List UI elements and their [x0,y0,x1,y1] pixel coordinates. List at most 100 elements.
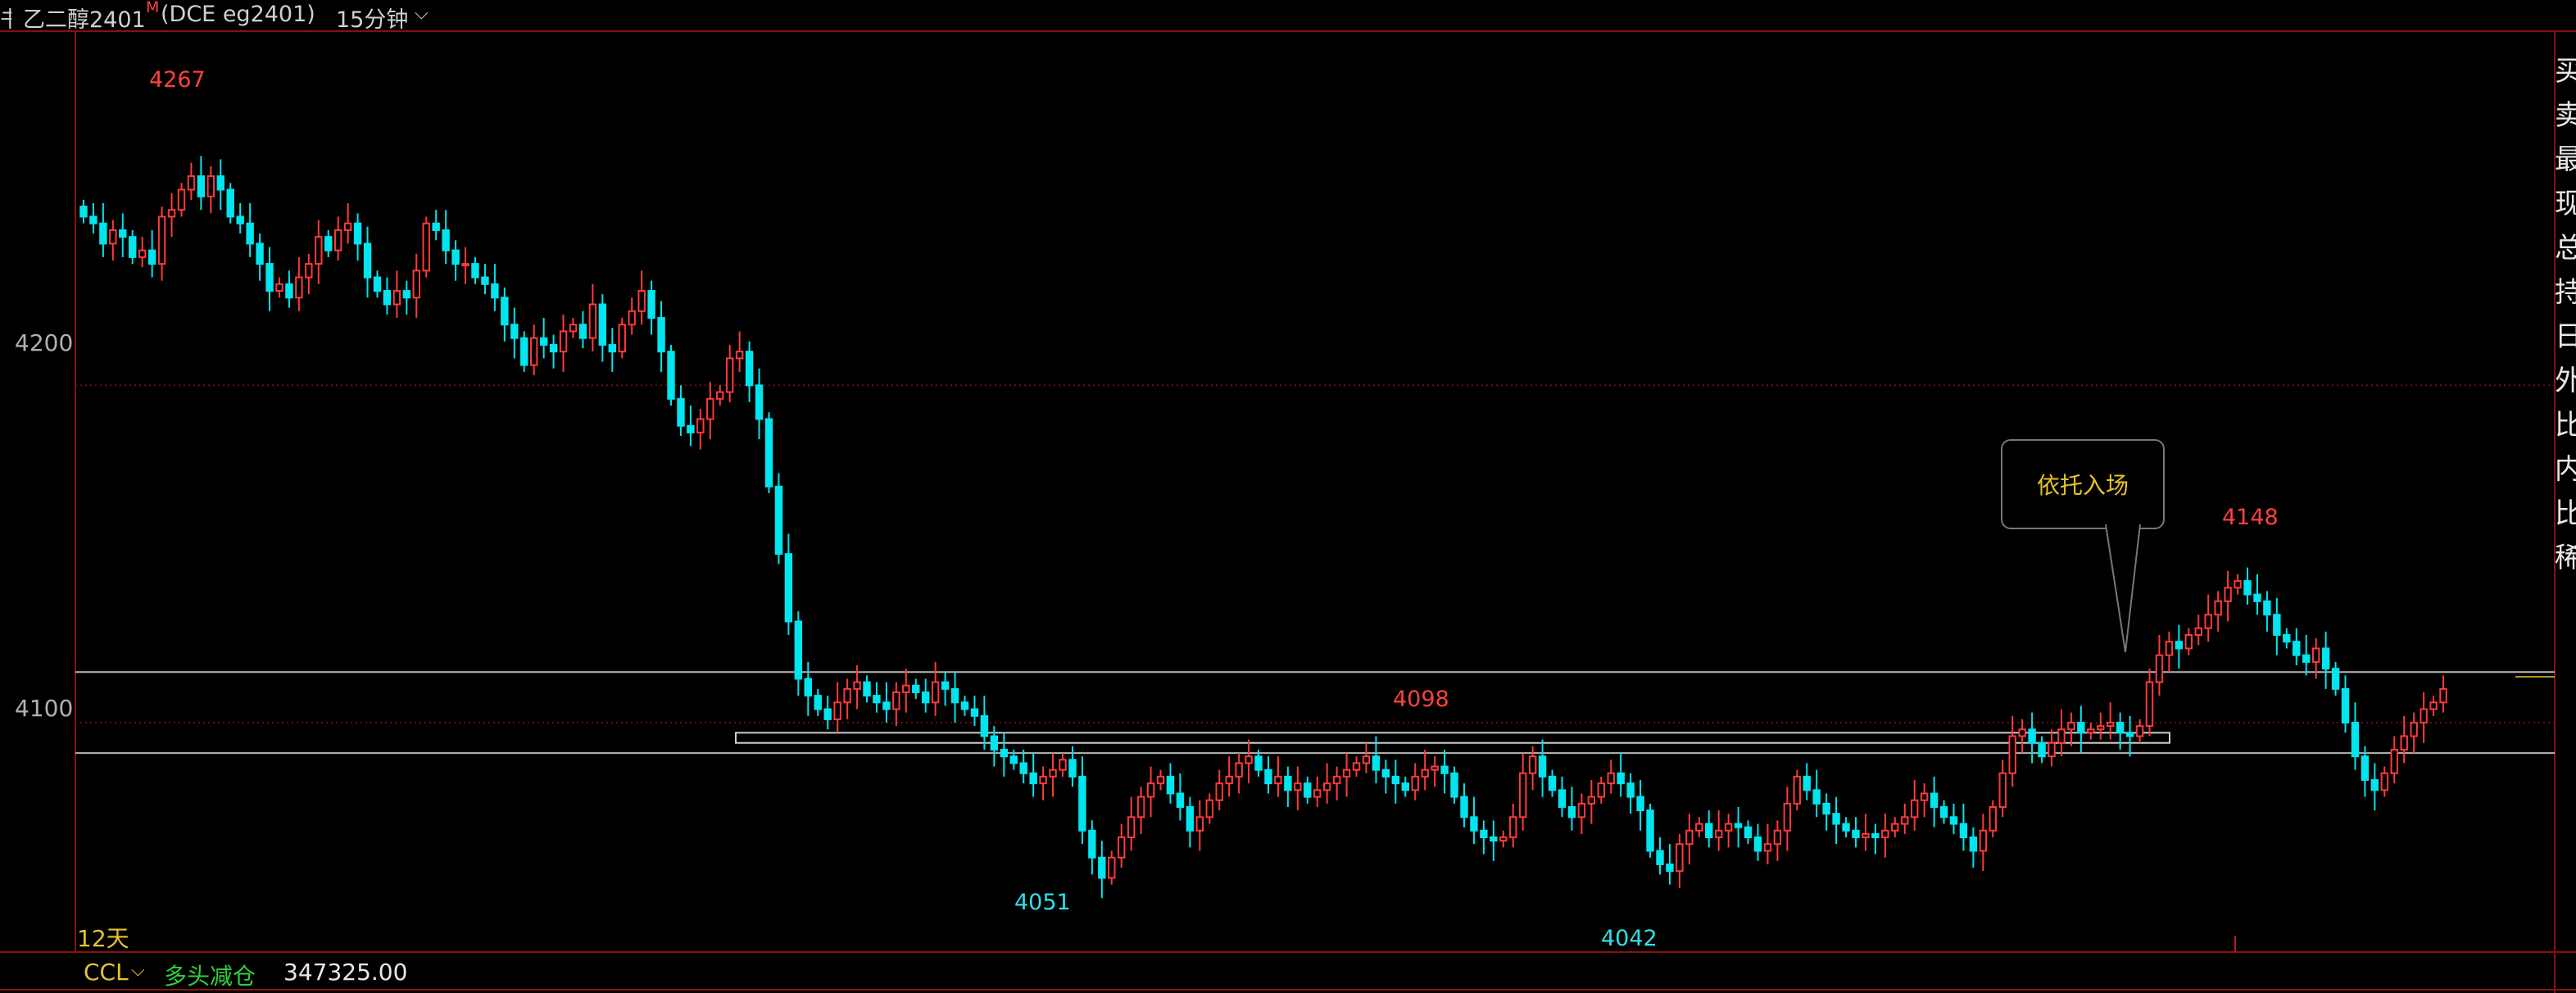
candle-down [226,188,234,218]
candle-down [383,290,392,306]
candle-down [1029,772,1037,785]
candle-down [1666,863,1674,873]
candle-up [637,290,646,312]
panel-icon[interactable]: 书 [0,7,11,33]
candle-up [1118,837,1126,859]
candle-up [1676,843,1684,873]
candle-down [784,553,793,623]
candle-up [1431,765,1439,771]
candle-down [1949,816,1958,825]
candle-down [1930,792,1939,808]
candle-up [2311,647,2320,663]
candle-down [1567,805,1576,818]
candle-down [147,249,156,265]
candle-down [236,215,244,224]
candle-down [1068,759,1077,778]
candle-down [804,678,813,697]
indicator-value: 347325.00 [283,959,408,986]
chevron-down-icon[interactable]: ⌵ [131,960,145,981]
candle-up [569,324,578,333]
candle-down [510,324,519,339]
candle-up [2224,587,2232,602]
candle-down [89,215,98,224]
candle-up [706,397,714,420]
candle-down [285,283,293,299]
candle-up [412,270,420,299]
candle-down [1842,823,1850,832]
candle-down [2125,732,2134,737]
candle-down [823,708,832,720]
candle-up [2097,725,2105,731]
candle-down [481,276,489,285]
chart-header: 书 乙二醇2401 M (DCE eg2401) 15分钟 ⌵ [0,0,2576,33]
candle-down [119,229,127,238]
candle-down [755,384,764,420]
candle-up [2087,728,2095,734]
instrument-name[interactable]: 乙二醇2401 [23,7,146,33]
candle-down [1186,805,1195,832]
candle-down [1480,829,1488,839]
candle-up [1528,755,1537,774]
candle-up [2184,633,2193,650]
candle-up [1342,769,1351,778]
candle-up [157,215,166,265]
candle-up [2194,627,2202,636]
candle-down [1391,775,1400,785]
candle-up [177,188,186,211]
candle-down [99,222,107,245]
candle-down [960,701,969,710]
candle-up [333,229,342,252]
candle-up [2390,748,2398,774]
candle-up [529,337,538,366]
candle-down [1822,802,1830,815]
candle-up [2135,725,2144,737]
candle-up [2439,687,2447,704]
candle-up [2155,654,2164,683]
candle-down [442,229,450,252]
chevron-down-icon[interactable]: ⌵ [415,3,429,24]
candle-down [491,283,499,299]
candle-down [1626,782,1635,798]
candle-up [1245,755,1253,764]
quote-label: 总 [2555,232,2576,265]
candle-up [2008,735,2016,774]
candle-up [1362,755,1371,764]
candle-up [109,229,117,245]
candle-up [1989,805,1998,832]
period-selector[interactable]: 15分钟 [336,7,409,33]
candle-up [725,357,734,393]
candle-down [549,343,558,353]
candle-down [2293,641,2301,656]
candle-down [667,351,675,400]
candle-down [1548,775,1557,791]
candle-down [1450,772,1458,798]
candle-down [402,290,411,299]
candle-down [2028,728,2036,744]
candle-up [206,175,215,197]
quote-label: 卖 [2555,99,2576,132]
candle-up [295,276,303,299]
candle-down [2273,614,2281,636]
candle-up [902,684,910,693]
quote-label: 持 [2555,276,2576,309]
candle-up [2420,708,2428,724]
candle-up [1773,829,1782,846]
candle-down [1284,775,1292,791]
candle-up [1783,802,1792,832]
candle-down [950,687,959,704]
candle-up [1205,799,1213,818]
candle-down [79,206,88,218]
indicator-name[interactable]: CCL [84,959,129,986]
candle-down [1969,837,1978,852]
candle-down [677,397,685,427]
candle-down [1019,762,1027,774]
candle-down [882,701,891,710]
candle-up [1313,789,1322,798]
candle-down [1538,755,1547,778]
candle-down [1176,792,1185,808]
instrument-code: (DCE eg2401) [161,2,315,27]
candle-down [2302,654,2311,663]
candle-up [833,701,841,720]
callout-text: 依托入场 [2036,472,2129,499]
